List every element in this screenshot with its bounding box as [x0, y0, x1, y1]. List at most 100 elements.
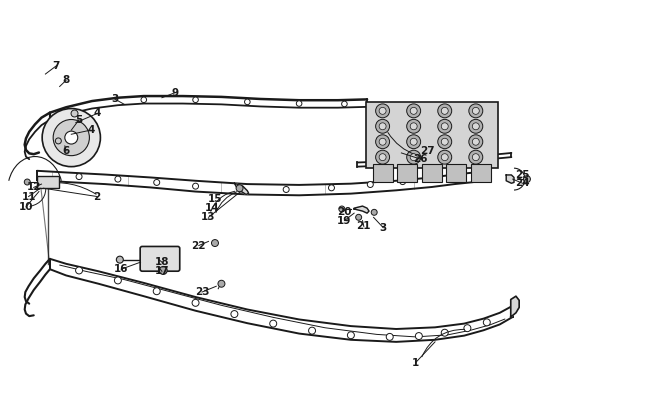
- FancyBboxPatch shape: [37, 176, 58, 188]
- Circle shape: [159, 267, 167, 275]
- Circle shape: [192, 299, 199, 306]
- Text: 25: 25: [515, 170, 530, 180]
- Circle shape: [71, 110, 78, 117]
- Circle shape: [76, 173, 82, 180]
- Circle shape: [371, 209, 377, 215]
- Circle shape: [400, 178, 406, 185]
- Circle shape: [154, 179, 160, 186]
- Circle shape: [270, 320, 277, 327]
- Circle shape: [238, 186, 244, 192]
- Text: 20: 20: [337, 207, 352, 217]
- Text: 26: 26: [413, 154, 428, 164]
- Circle shape: [42, 109, 100, 167]
- Circle shape: [339, 206, 345, 212]
- Text: 18: 18: [155, 257, 169, 267]
- Circle shape: [342, 101, 347, 107]
- Circle shape: [410, 123, 417, 130]
- Polygon shape: [354, 206, 369, 213]
- Circle shape: [114, 277, 122, 284]
- Circle shape: [283, 186, 289, 192]
- Circle shape: [153, 288, 160, 295]
- Circle shape: [379, 138, 386, 145]
- Circle shape: [24, 179, 31, 185]
- FancyBboxPatch shape: [471, 165, 491, 182]
- Circle shape: [441, 138, 448, 145]
- Text: 3: 3: [380, 223, 387, 233]
- Circle shape: [376, 104, 389, 118]
- Text: 9: 9: [172, 88, 178, 98]
- Text: 12: 12: [27, 182, 41, 192]
- FancyBboxPatch shape: [447, 165, 467, 182]
- Circle shape: [473, 123, 479, 130]
- Circle shape: [410, 107, 417, 114]
- Circle shape: [328, 185, 335, 191]
- FancyBboxPatch shape: [140, 247, 180, 271]
- Text: 11: 11: [21, 191, 36, 201]
- Circle shape: [218, 280, 225, 287]
- Circle shape: [437, 135, 452, 149]
- Text: 27: 27: [420, 146, 435, 156]
- Circle shape: [236, 185, 243, 192]
- FancyBboxPatch shape: [372, 165, 393, 182]
- Text: 13: 13: [202, 212, 216, 222]
- Circle shape: [53, 120, 90, 155]
- Circle shape: [379, 154, 386, 161]
- Circle shape: [469, 135, 483, 149]
- Text: 6: 6: [62, 146, 70, 156]
- Circle shape: [473, 154, 479, 161]
- Text: 4: 4: [94, 109, 101, 118]
- Text: 16: 16: [114, 264, 129, 274]
- Circle shape: [473, 107, 479, 114]
- Circle shape: [65, 131, 78, 144]
- Circle shape: [55, 138, 61, 144]
- Circle shape: [469, 150, 483, 164]
- Circle shape: [437, 150, 452, 164]
- Circle shape: [523, 176, 530, 183]
- Text: 15: 15: [208, 194, 222, 204]
- FancyBboxPatch shape: [422, 165, 442, 182]
- Polygon shape: [235, 183, 249, 194]
- Circle shape: [469, 119, 483, 133]
- Circle shape: [415, 333, 423, 339]
- Circle shape: [441, 329, 448, 336]
- Text: 24: 24: [515, 178, 530, 188]
- Polygon shape: [511, 296, 519, 317]
- Text: 2: 2: [94, 191, 101, 201]
- Circle shape: [407, 150, 421, 164]
- Text: 4: 4: [87, 125, 94, 135]
- Circle shape: [441, 154, 448, 161]
- FancyBboxPatch shape: [397, 165, 417, 182]
- Circle shape: [367, 181, 373, 188]
- Circle shape: [141, 97, 146, 102]
- Circle shape: [376, 150, 389, 164]
- Circle shape: [473, 138, 479, 145]
- Text: 14: 14: [204, 203, 219, 213]
- Circle shape: [407, 104, 421, 118]
- Circle shape: [192, 183, 198, 189]
- Text: 8: 8: [62, 75, 70, 85]
- Polygon shape: [506, 175, 514, 183]
- Circle shape: [407, 135, 421, 149]
- Text: 19: 19: [337, 216, 352, 226]
- Text: 22: 22: [192, 240, 206, 250]
- Circle shape: [296, 101, 302, 106]
- Circle shape: [437, 104, 452, 118]
- Text: 10: 10: [19, 202, 33, 212]
- Text: 1: 1: [412, 358, 419, 368]
- Text: 21: 21: [357, 222, 371, 232]
- Circle shape: [211, 240, 218, 247]
- Circle shape: [441, 123, 448, 130]
- Circle shape: [193, 97, 198, 102]
- Circle shape: [309, 327, 315, 334]
- Circle shape: [115, 176, 121, 182]
- Circle shape: [441, 107, 448, 114]
- Circle shape: [376, 119, 389, 133]
- Text: 7: 7: [53, 61, 60, 71]
- Circle shape: [347, 332, 354, 339]
- Text: 23: 23: [195, 287, 209, 297]
- Circle shape: [244, 99, 250, 104]
- Circle shape: [437, 119, 452, 133]
- Circle shape: [464, 325, 471, 331]
- Circle shape: [376, 135, 389, 149]
- Circle shape: [469, 104, 483, 118]
